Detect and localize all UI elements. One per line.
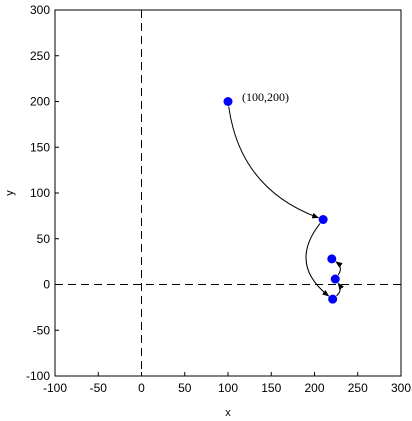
x-tick-label: 250 [348,381,368,395]
trajectory-arrow [228,106,320,219]
trajectory-arrows [228,106,344,297]
reference-lines [55,10,401,376]
x-axis-ticks: -100 -50 0 50 100 150 200 250 300 [43,372,411,395]
data-point [318,215,328,225]
trajectory-arrow [335,261,343,276]
data-point [330,274,340,284]
x-tick-label: -50 [90,381,108,395]
y-axis-title: y [4,190,16,196]
data-points [223,97,340,304]
x-tick-label: 200 [304,381,324,395]
y-tick-label: 0 [43,278,50,292]
y-tick-label: 100 [30,186,50,200]
data-point [327,254,337,264]
x-tick-label: 0 [138,381,145,395]
trajectory-arrow [336,282,344,297]
y-tick-label: -50 [33,323,51,337]
annotation-label: (100,200) [242,90,289,104]
x-tick-label: 150 [261,381,281,395]
y-tick-label: -100 [26,369,50,383]
y-axis-ticks: -100 -50 0 50 100 150 200 250 300 [26,3,59,383]
data-point [223,97,233,106]
x-tick-label: 300 [391,381,411,395]
trajectory-arrow [305,223,330,297]
y-tick-label: 200 [30,95,50,109]
x-tick-label: 100 [218,381,238,395]
x-tick-label: 50 [178,381,192,395]
data-point [328,294,338,304]
y-tick-label: 250 [30,49,50,63]
plot-frame [54,9,402,377]
y-tick-label: 300 [30,3,50,17]
y-tick-label: 150 [30,140,50,154]
y-tick-label: 50 [37,232,51,246]
x-tick-label: -100 [43,381,67,395]
x-axis-title: x [225,407,231,419]
